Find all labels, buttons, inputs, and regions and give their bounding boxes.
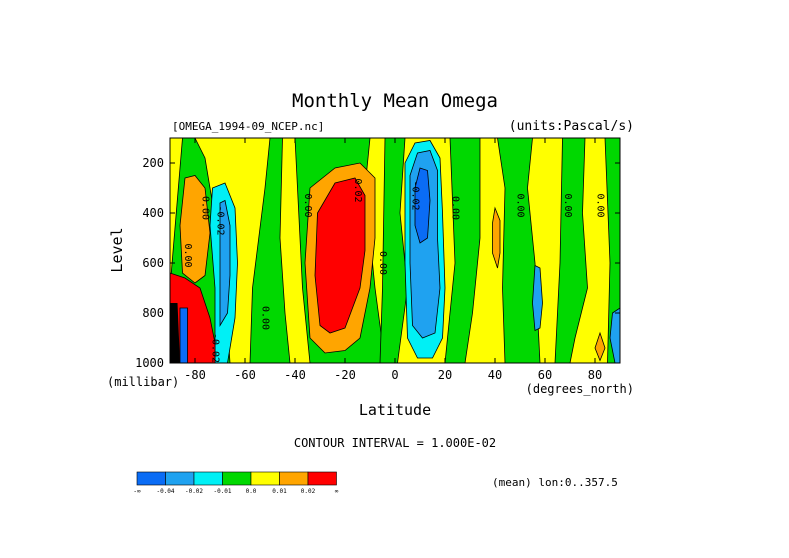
contour-region-5 [379, 137, 408, 364]
colorbar-swatch-3 [222, 471, 252, 486]
y-tick-label-3: 800 [142, 306, 164, 320]
x-tick-label-8: 80 [588, 368, 602, 382]
plot-area: 0.00 0.00 -0.02 0.00 -0.02 0.00 0.02 0.00 -0.02 0… [169, 137, 621, 364]
contour-label-12: 0.00 [595, 193, 606, 217]
colorbar-swatch-5 [279, 471, 309, 486]
contour-label-0: 0.00 [200, 196, 211, 220]
x-tick-label-1: -60 [234, 368, 256, 382]
contour-label-11: 0.00 [562, 193, 573, 217]
x-tick-label-7: 60 [538, 368, 552, 382]
units-label: (units:Pascal/s) [509, 119, 634, 134]
contour-label-7: 0.00 [377, 251, 388, 275]
chart-title: Monthly Mean Omega [292, 90, 498, 112]
dataset-label: [OMEGA_1994-09_NCEP.nc] [172, 120, 324, 133]
mean-lon-text: (mean) lon:0..357.5 [492, 476, 618, 489]
colorbar-label-4: 0.0 [246, 488, 257, 495]
x-units-label: (degrees_north) [526, 382, 634, 396]
colorbar-swatch-4 [250, 471, 280, 486]
y-tick-label-2: 600 [142, 256, 164, 270]
y-tick-label-1: 400 [142, 206, 164, 220]
contour-label-9: 0.00 [450, 196, 461, 220]
x-tick-label-0: -80 [184, 368, 206, 382]
colorbar-label-7: ∞ [335, 488, 339, 495]
colorbar-swatch-1 [165, 471, 195, 486]
contour-region-12 [219, 199, 231, 327]
topography-mask [170, 303, 180, 363]
colorbar-label-3: -0.01 [213, 488, 231, 495]
contour-region-8 [554, 137, 588, 364]
x-tick-label-2: -40 [284, 368, 306, 382]
contour-label-6: 0.02 [352, 178, 363, 202]
colorbar-label-1: -0.04 [156, 488, 174, 495]
contour-label-5: 0.00 [302, 193, 313, 217]
x-tick-label-3: -20 [334, 368, 356, 382]
contour-label-2: -0.02 [215, 205, 226, 235]
contour-label-8: -0.02 [410, 180, 421, 210]
colorbar-label-0: -∞ [133, 488, 141, 495]
contour-region-21 [594, 331, 606, 362]
colorbar-label-6: 0.02 [301, 488, 316, 495]
contour-region-17 [414, 167, 431, 244]
contour-label-3: 0.00 [260, 306, 271, 330]
contour-region-6 [444, 137, 481, 364]
x-tick-label-6: 40 [488, 368, 502, 382]
y-axis-label: Level [108, 227, 126, 272]
colorbar-label-5: 0.01 [272, 488, 287, 495]
contour-region-23 [179, 307, 188, 364]
y-units-label: (millibar) [107, 375, 179, 389]
contour-region-18 [492, 206, 501, 269]
contour-region-14 [314, 177, 366, 334]
contour-label-4: -0.02 [210, 333, 221, 363]
contour-label-1: 0.00 [182, 243, 193, 267]
y-tick-label-4: 1000 [135, 356, 164, 370]
contour-region-19 [532, 264, 543, 332]
contour-interval-text: CONTOUR INTERVAL = 1.000E-02 [294, 436, 496, 450]
colorbar-swatch-2 [193, 471, 223, 486]
colorbar-label-2: -0.02 [185, 488, 203, 495]
y-tick-label-0: 200 [142, 156, 164, 170]
contour-region-10 [179, 175, 211, 284]
colorbar-swatch-0 [136, 471, 166, 486]
colorbar: -∞ -0.04 -0.02 -0.01 0.0 0.01 0.02 ∞ [133, 471, 339, 495]
x-tick-label-4: 0 [391, 368, 398, 382]
colorbar-swatch-6 [307, 471, 337, 486]
contour-label-10: 0.00 [515, 193, 526, 217]
x-tick-label-5: 20 [438, 368, 452, 382]
x-axis-label: Latitude [359, 401, 431, 419]
